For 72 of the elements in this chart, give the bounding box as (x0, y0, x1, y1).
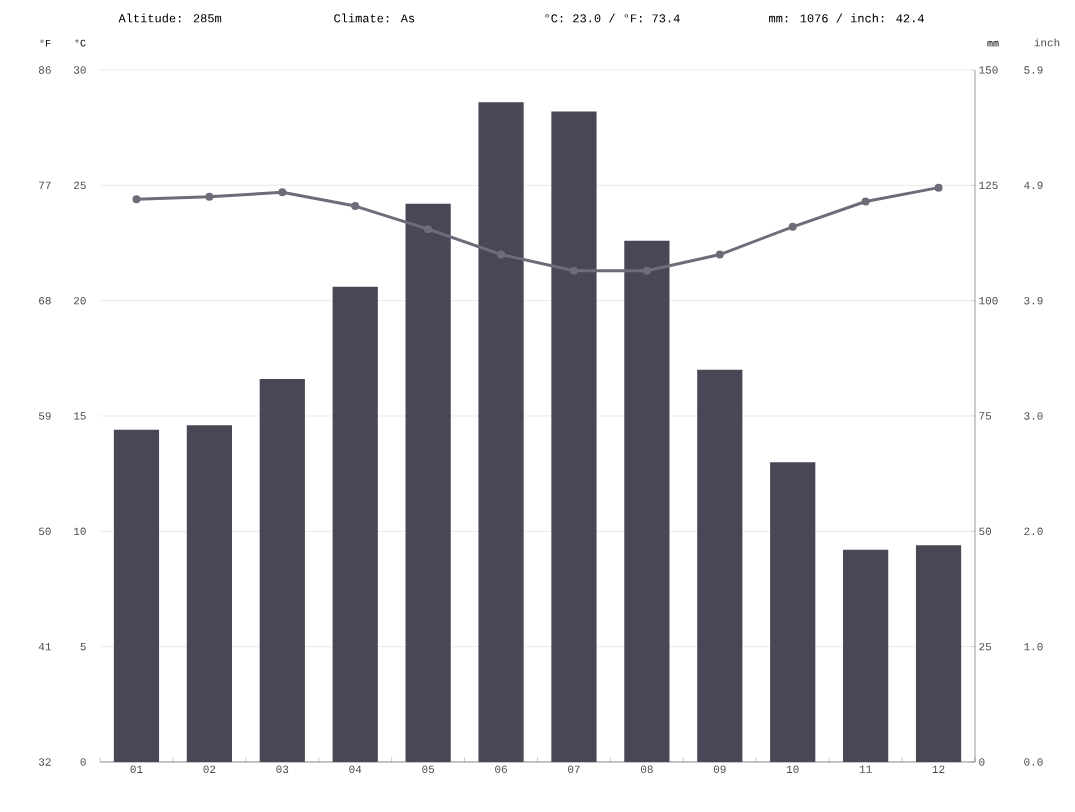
point (642, 266, 651, 275)
x-tick-label: 03 (276, 765, 289, 773)
y2-tick-label: 25 (979, 642, 992, 651)
point (569, 266, 578, 275)
bar (113, 429, 160, 762)
text: 5.9 (1024, 66, 1043, 74)
x-tick-label: 12 (932, 765, 945, 773)
bar (478, 102, 524, 762)
text: 4.9 (1024, 181, 1043, 190)
x-tick-label: 02 (203, 765, 216, 773)
point (351, 202, 360, 211)
bar (259, 379, 305, 762)
point (205, 192, 214, 201)
bar (186, 425, 232, 762)
y2-tick-label: 50 (979, 527, 992, 536)
text: Climate: As (334, 13, 415, 23)
x-tick-label: 11 (859, 765, 872, 773)
x-tick-label: 10 (786, 765, 799, 773)
y-tick-label: 30 (73, 66, 86, 74)
y3-tick-label: 68 (39, 296, 51, 305)
point (715, 250, 724, 259)
text: 2.0 (1024, 527, 1043, 536)
bar (697, 369, 743, 762)
y-tick-label: 0 (80, 758, 86, 766)
point (278, 188, 287, 197)
point (497, 250, 506, 259)
bar (551, 111, 597, 762)
text: mm: 1076 / inch: 42.4 (769, 13, 924, 23)
x-tick-label: 08 (640, 765, 653, 773)
y-tick-label: 20 (74, 296, 86, 305)
x-tick-label: 04 (349, 765, 362, 773)
y2-tick-label: 0 (979, 758, 985, 766)
y-tick-label: 10 (74, 527, 86, 536)
text: 1.0 (1024, 642, 1043, 651)
text: 3.0 (1024, 412, 1043, 420)
y3-tick-label: 32 (38, 758, 51, 766)
point (934, 183, 943, 192)
y2-axis-title: mm (987, 41, 999, 47)
x-tick-label: 07 (568, 765, 580, 773)
point (424, 225, 433, 234)
bar (915, 545, 962, 762)
y3-tick-label: 41 (38, 643, 51, 651)
y-tick-label: 15 (74, 412, 86, 420)
y3-tick-label: 59 (38, 412, 51, 420)
bar (405, 203, 451, 762)
text: 3.9 (1024, 296, 1043, 305)
y3-axis-title: °F (40, 39, 51, 47)
y-tick-label: 5 (80, 642, 86, 651)
bar (770, 462, 816, 762)
y3-tick-label: 86 (38, 66, 51, 74)
point (132, 195, 141, 204)
point (788, 222, 797, 231)
y3-tick-label: 77 (39, 181, 51, 189)
text: inch (1034, 38, 1060, 47)
bar (624, 240, 670, 762)
y2-tick-label: 125 (979, 181, 998, 190)
x-tick-label: 01 (130, 765, 143, 773)
y-tick-label: 25 (74, 181, 86, 190)
x-tick-label: 05 (422, 765, 435, 773)
bar (843, 549, 889, 762)
x-tick-label: 06 (495, 765, 507, 773)
bar (332, 286, 378, 762)
y2-tick-label: 100 (979, 296, 998, 305)
y3-tick-label: 50 (38, 527, 51, 536)
y2-tick-label: 75 (979, 412, 992, 420)
point (861, 197, 870, 206)
x-tick-label: 09 (713, 765, 726, 773)
text: °C: 23.0 / °F: 73.4 (545, 13, 680, 23)
text: Altitude: 285m (118, 13, 222, 23)
text: 0.0 (1024, 758, 1043, 766)
y2-tick-label: 150 (979, 66, 998, 74)
y-axis-title: °C (75, 39, 86, 47)
